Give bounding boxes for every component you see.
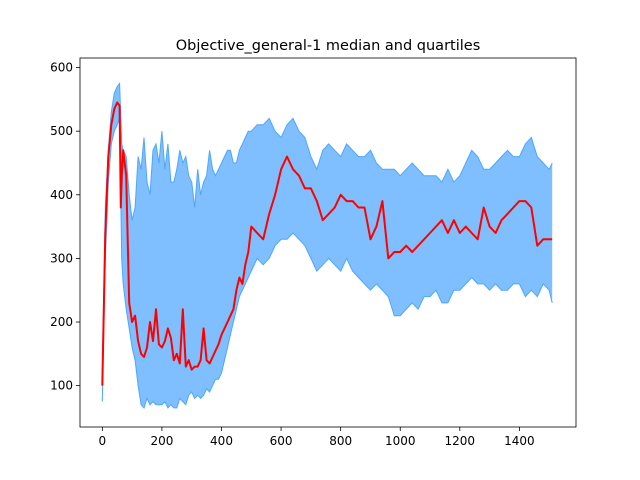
y-tick-label: 400	[50, 188, 73, 202]
x-tick-label: 200	[150, 434, 173, 448]
x-axis: 0 200 400 600 800 1000 1200 1400	[99, 427, 535, 448]
y-tick-label: 500	[50, 124, 73, 138]
y-tick-label: 200	[50, 315, 73, 329]
lower-quartile-line	[101, 118, 553, 409]
x-tick-label: 0	[99, 434, 107, 448]
x-tick-label: 600	[270, 434, 293, 448]
x-tick-label: 400	[210, 434, 233, 448]
x-tick-label: 800	[329, 434, 352, 448]
x-tick-label: 1200	[445, 434, 476, 448]
median-line	[101, 101, 553, 386]
upper-quartile-line	[101, 81, 553, 380]
y-tick-label: 100	[50, 379, 73, 393]
y-tick-label: 600	[50, 61, 73, 75]
chart-title: Objective_general-1 median and quartiles	[176, 38, 481, 54]
y-axis: 100 200 300 400 500 600	[50, 61, 80, 393]
x-tick-label: 1000	[385, 434, 416, 448]
axes-frame	[79, 57, 577, 428]
plot-area	[101, 81, 553, 409]
x-tick-label: 1400	[504, 434, 535, 448]
interquartile-band	[102, 83, 553, 408]
y-tick-label: 300	[50, 251, 73, 265]
